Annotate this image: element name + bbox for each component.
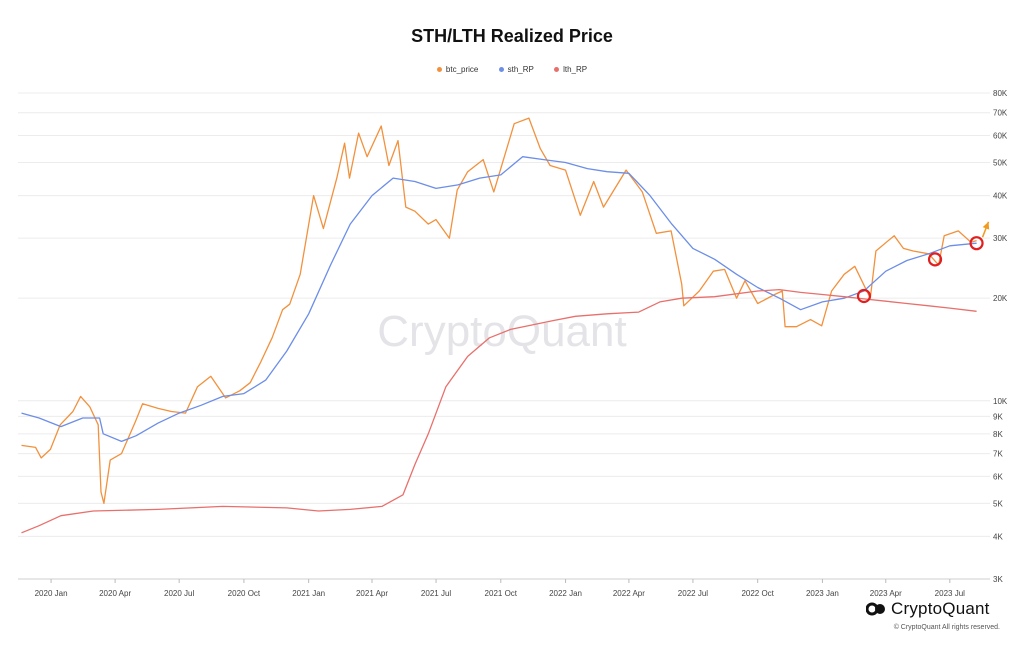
y-tick-label: 30K: [993, 234, 1008, 243]
x-tick-label: 2023 Jul: [935, 589, 965, 598]
x-tick-label: 2022 Jul: [678, 589, 708, 598]
highlight-circle: [927, 252, 943, 267]
y-tick-label: 9K: [993, 412, 1003, 421]
y-tick-label: 60K: [993, 132, 1008, 141]
series-line-btc-price: [21, 117, 977, 505]
y-tick-label: 80K: [993, 89, 1008, 98]
legend-swatch-sth-rp: [498, 67, 504, 73]
x-tick-label: 2023 Apr: [870, 589, 902, 598]
brand-block: CryptoQuant: [866, 598, 990, 620]
y-tick-label: 6K: [993, 472, 1003, 481]
legend-label-sth-rp: sth_RP: [507, 65, 534, 74]
y-tick-label: 20K: [993, 294, 1008, 303]
x-tick-label: 2021 Jan: [292, 589, 325, 598]
legend-item-btc-price[interactable]: btc_price: [436, 65, 479, 74]
trend-arrow-head: [982, 221, 990, 230]
legend-label-btc-price: btc_price: [445, 65, 479, 74]
highlight-circle: [856, 288, 872, 304]
cryptoquant-logo-icon: [866, 602, 885, 616]
y-tick-label: 4K: [993, 532, 1003, 541]
x-tick-label: 2022 Oct: [741, 589, 774, 598]
series-line-lth-rp: [21, 288, 977, 534]
y-tick-label: 3K: [993, 575, 1003, 584]
y-tick-label: 70K: [993, 109, 1008, 118]
legend-label-lth-rp: lth_RP: [563, 65, 588, 74]
y-tick-label: 10K: [993, 397, 1008, 406]
y-tick-label: 8K: [993, 430, 1003, 439]
watermark-text: CryptoQuant: [377, 307, 626, 356]
y-tick-label: 40K: [993, 192, 1008, 201]
x-tick-label: 2021 Oct: [485, 589, 518, 598]
brand-name: CryptoQuant: [891, 599, 990, 618]
x-tick-label: 2023 Jan: [806, 589, 839, 598]
legend: btc_price sth_RP lth_RP: [0, 65, 1024, 74]
legend-item-lth-rp[interactable]: lth_RP: [554, 65, 587, 74]
legend-item-sth-rp[interactable]: sth_RP: [498, 65, 534, 74]
copyright-text: © CryptoQuant All rights reserved.: [893, 624, 1000, 631]
x-tick-label: 2020 Jan: [35, 589, 68, 598]
x-tick-label: 2022 Apr: [613, 589, 645, 598]
y-tick-label: 7K: [993, 450, 1003, 459]
x-tick-label: 2021 Jul: [421, 589, 451, 598]
x-tick-label: 2020 Apr: [99, 589, 131, 598]
y-tick-label: 5K: [993, 499, 1003, 508]
x-tick-label: 2020 Oct: [228, 589, 261, 598]
series-line-sth-rp: [21, 156, 977, 443]
x-tick-label: 2020 Jul: [164, 589, 194, 598]
x-tick-label: 2021 Apr: [356, 589, 388, 598]
x-tick-label: 2022 Jan: [549, 589, 582, 598]
chart-title: STH/LTH Realized Price: [411, 26, 613, 46]
y-tick-label: 50K: [993, 159, 1008, 168]
legend-swatch-lth-rp: [554, 67, 560, 73]
highlight-circle: [969, 236, 984, 251]
legend-swatch-btc-price: [436, 67, 442, 73]
